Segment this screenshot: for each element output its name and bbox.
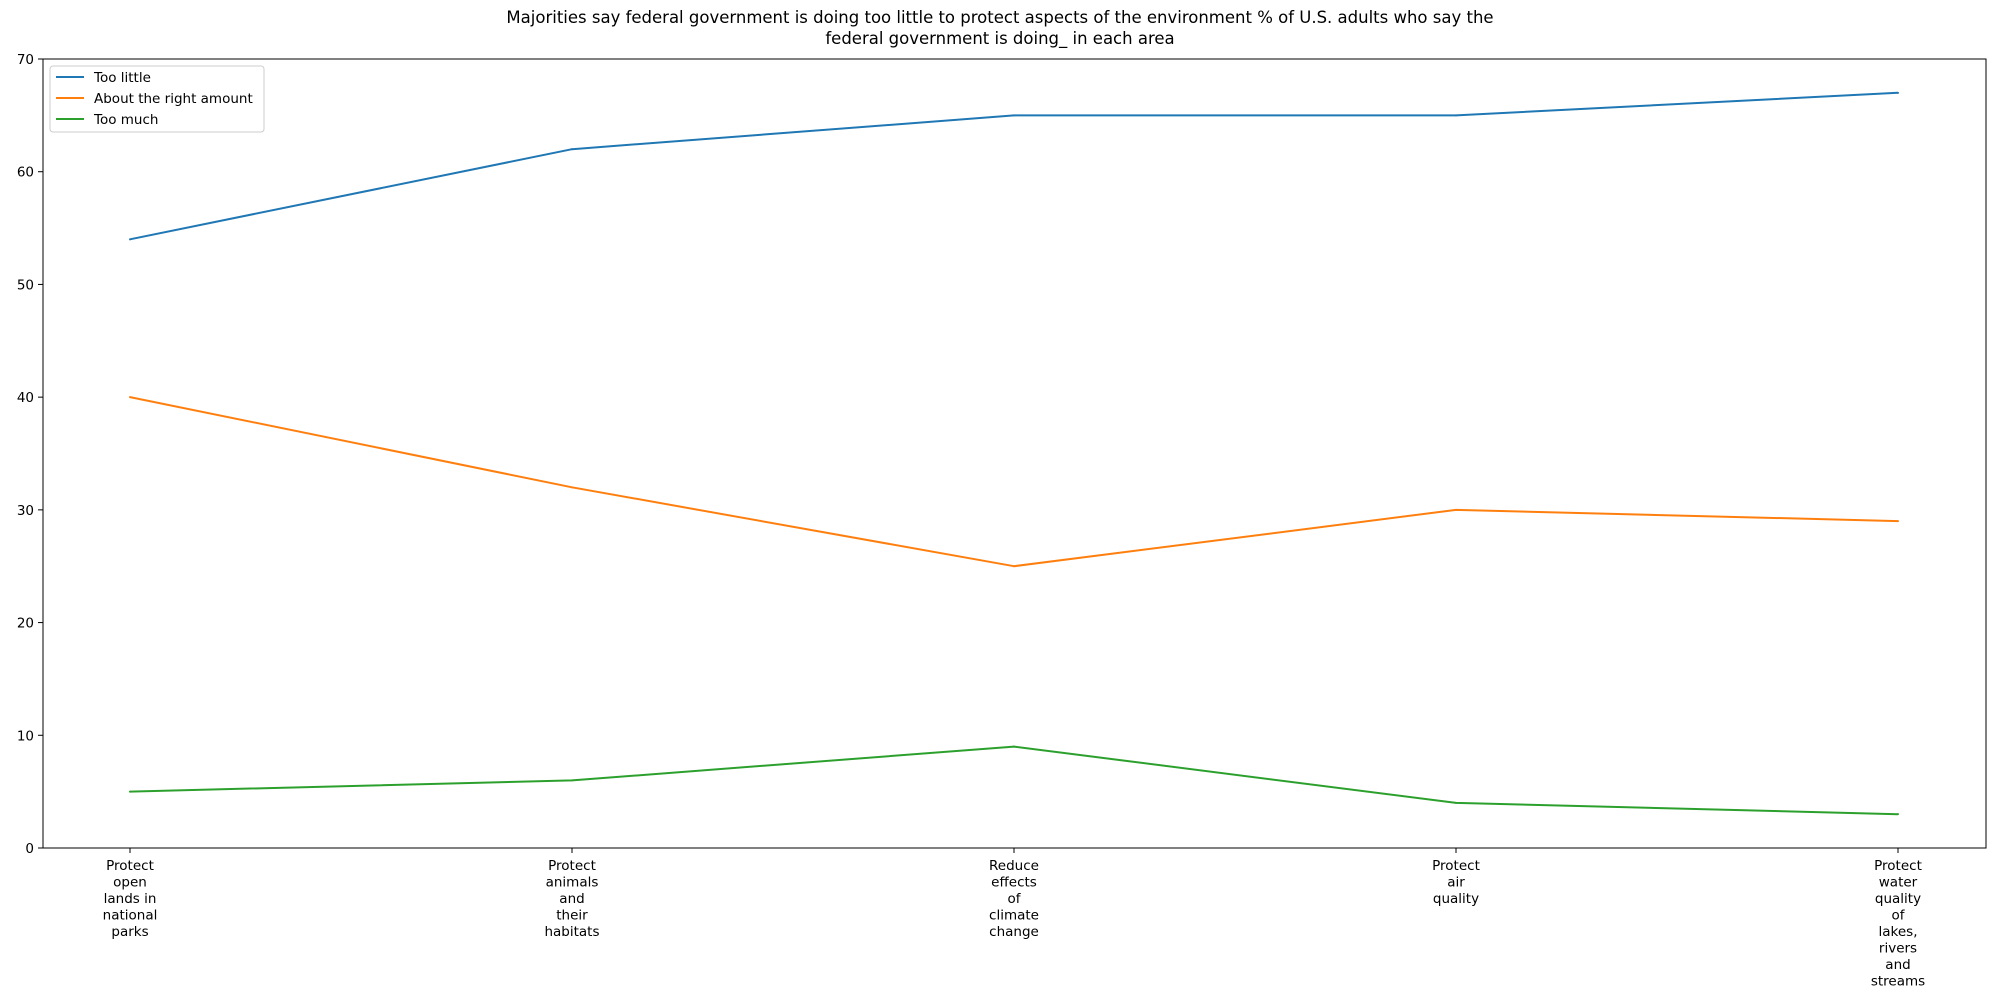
series-lines — [129, 91, 1899, 816]
plot-area-frame — [42, 58, 1987, 849]
series-line-2 — [129, 396, 1899, 568]
legend-entry: Too much — [93, 112, 158, 128]
y-tick-label: 0 — [25, 841, 34, 857]
data-point — [1455, 801, 1457, 804]
y-tick-label: 30 — [17, 503, 34, 519]
y-tick-label: 40 — [17, 390, 34, 406]
legend-entry: About the right amount — [94, 91, 253, 107]
data-point — [1897, 520, 1899, 523]
x-tick-label: Protect animals and their habitats — [544, 858, 599, 940]
x-tick-label: Protect air quality — [1432, 858, 1480, 907]
data-point — [571, 779, 573, 782]
chart-title: Majorities say federal government is doi… — [506, 8, 1493, 49]
x-axis: Protect open lands in national parks Protect a… — [103, 848, 1925, 990]
data-point — [1897, 813, 1899, 816]
legend-box — [49, 65, 265, 133]
legend-entry: Too little — [93, 70, 151, 86]
y-axis: 0 10 20 30 40 50 60 70 — [17, 52, 43, 857]
data-point — [1455, 508, 1457, 511]
y-tick-label: 20 — [17, 616, 34, 632]
y-tick-label: 60 — [17, 165, 34, 181]
x-tick-label: Protect open lands in national parks — [103, 858, 158, 940]
data-point — [1013, 745, 1015, 748]
series-line-3 — [129, 745, 1899, 816]
data-point — [571, 148, 573, 151]
chart-title-line-1: Majorities say federal government is doi… — [506, 8, 1493, 27]
chart-title-line-2: federal government is doing_ in each are… — [825, 29, 1174, 49]
x-tick-label: Protect water quality of lakes, rivers and stre… — [1871, 858, 1925, 990]
data-point — [1013, 114, 1015, 117]
legend: Too little About the right amount Too much — [49, 65, 265, 133]
x-tick-label: Reduce effects of climate change — [989, 858, 1039, 940]
y-tick-label: 10 — [17, 728, 34, 744]
data-point — [571, 486, 573, 489]
data-point — [129, 396, 131, 399]
data-point — [1897, 91, 1899, 94]
data-point — [1455, 114, 1457, 117]
data-point — [129, 790, 131, 793]
data-point — [1013, 565, 1015, 568]
data-point — [129, 238, 131, 241]
y-tick-label: 50 — [17, 277, 34, 293]
y-tick-label: 70 — [17, 52, 34, 68]
